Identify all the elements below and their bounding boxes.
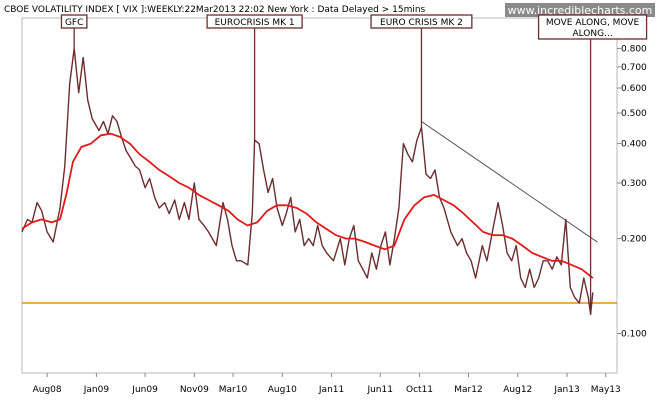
annotation-label: MOVE ALONG, MOVE ALONG... bbox=[546, 18, 640, 39]
annotation: EUROCRISIS MK 1 bbox=[206, 14, 303, 141]
x-tick-label: May13 bbox=[591, 385, 621, 395]
y-tick-label: 0.700 bbox=[621, 63, 647, 73]
x-tick-label: Aug08 bbox=[33, 385, 62, 395]
x-tick-label: Mar10 bbox=[219, 385, 248, 395]
x-tick-label: Jun11 bbox=[366, 385, 393, 395]
annotation-box bbox=[537, 14, 648, 40]
x-tick-label: Jan09 bbox=[83, 385, 110, 395]
x-tick-label: Oct11 bbox=[406, 385, 433, 395]
trendline bbox=[421, 121, 598, 243]
y-tick-label: 0.200 bbox=[621, 235, 647, 245]
y-tick-label: 0.600 bbox=[621, 84, 647, 94]
annotation-label: EUROCRISIS MK 1 bbox=[215, 18, 295, 28]
x-tick-label: Nov09 bbox=[180, 385, 209, 395]
x-tick-label: Jan11 bbox=[318, 385, 344, 395]
x-tick-label: Jun09 bbox=[131, 385, 158, 395]
chart-title: CBOE VOLATILITY INDEX [ VIX ]:WEEKLY:22M… bbox=[4, 5, 426, 15]
annotation-label: GFC bbox=[65, 18, 83, 28]
y-tick-label: 0.400 bbox=[621, 140, 647, 150]
x-tick-label: Mar12 bbox=[454, 385, 482, 395]
annotation: GFC bbox=[60, 14, 88, 49]
annotation: EURO CRISIS MK 2 bbox=[370, 14, 473, 128]
y-tick-label: 0.100 bbox=[621, 330, 647, 340]
watermark: www.incrediblecharts.com bbox=[508, 4, 653, 17]
x-tick-label: Aug10 bbox=[268, 385, 297, 395]
annotation-label: EURO CRISIS MK 2 bbox=[380, 18, 463, 28]
watermark-box bbox=[505, 3, 655, 17]
x-tick-label: Jan13 bbox=[553, 385, 579, 395]
x-tick-label: Aug12 bbox=[503, 385, 532, 395]
annotation: MOVE ALONG, MOVE ALONG... bbox=[537, 14, 648, 315]
y-tick-label: 0.800 bbox=[621, 45, 647, 55]
y-tick-label: 0.500 bbox=[621, 109, 647, 119]
series-line-average bbox=[21, 132, 594, 279]
y-tick-label: 0.300 bbox=[621, 179, 647, 189]
